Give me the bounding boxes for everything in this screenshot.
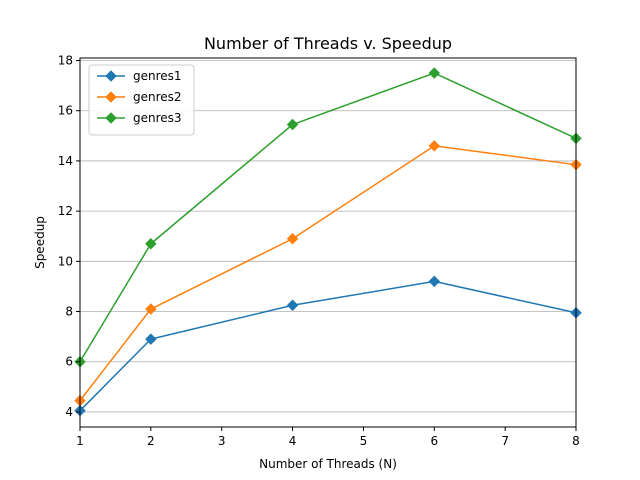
y-tick-label: 6	[65, 355, 73, 369]
legend-label: genres1	[133, 69, 182, 83]
data-point	[286, 118, 299, 131]
data-point	[145, 333, 157, 345]
x-tick-label: 3	[218, 434, 226, 448]
x-tick-label: 1	[76, 434, 84, 448]
x-axis-label: Number of Threads (N)	[259, 457, 397, 471]
legend-item: genres3	[97, 111, 182, 125]
legend-marker	[105, 91, 117, 103]
series-line	[79, 145, 577, 402]
y-tick-label: 10	[58, 254, 73, 268]
chart-title: Number of Threads v. Speedup	[204, 34, 452, 53]
data-point	[428, 275, 441, 288]
data-point	[145, 237, 157, 250]
x-tick-label: 7	[501, 434, 509, 448]
y-axis-ticks: 4 6 8 10 12 14 16 18	[58, 54, 80, 419]
series-line	[79, 280, 577, 412]
series-genres2	[74, 140, 582, 407]
x-tick-label: 8	[572, 434, 580, 448]
y-tick-label: 16	[58, 104, 73, 118]
y-tick-label: 14	[58, 154, 73, 168]
y-tick-label: 8	[65, 305, 73, 319]
y-tick-label: 18	[58, 54, 73, 68]
x-tick-label: 5	[360, 434, 368, 448]
legend-item: genres1	[97, 69, 182, 83]
legend-label: genres3	[133, 111, 182, 125]
data-point	[145, 303, 157, 315]
legend-item: genres2	[97, 90, 182, 104]
x-tick-label: 4	[289, 434, 297, 448]
y-tick-label: 12	[58, 204, 73, 218]
x-tick-label: 6	[430, 434, 438, 448]
plot-frame	[79, 57, 577, 428]
legend-marker	[105, 70, 117, 82]
x-tick-label: 2	[147, 434, 155, 448]
legend-label: genres2	[133, 90, 182, 104]
data-point	[428, 140, 441, 152]
y-axis-label: Speedup	[33, 216, 47, 269]
series-layer	[74, 67, 582, 417]
data-point	[286, 232, 299, 245]
data-point	[286, 299, 299, 312]
legend-marker	[105, 112, 117, 124]
y-tick-label: 4	[65, 405, 73, 419]
series-genres1	[74, 275, 582, 417]
data-point	[428, 67, 441, 79]
legend: genres1 genres2 genres3	[88, 64, 195, 136]
x-axis-ticks: 1 2 3 4 5 6 7 8	[76, 427, 580, 448]
